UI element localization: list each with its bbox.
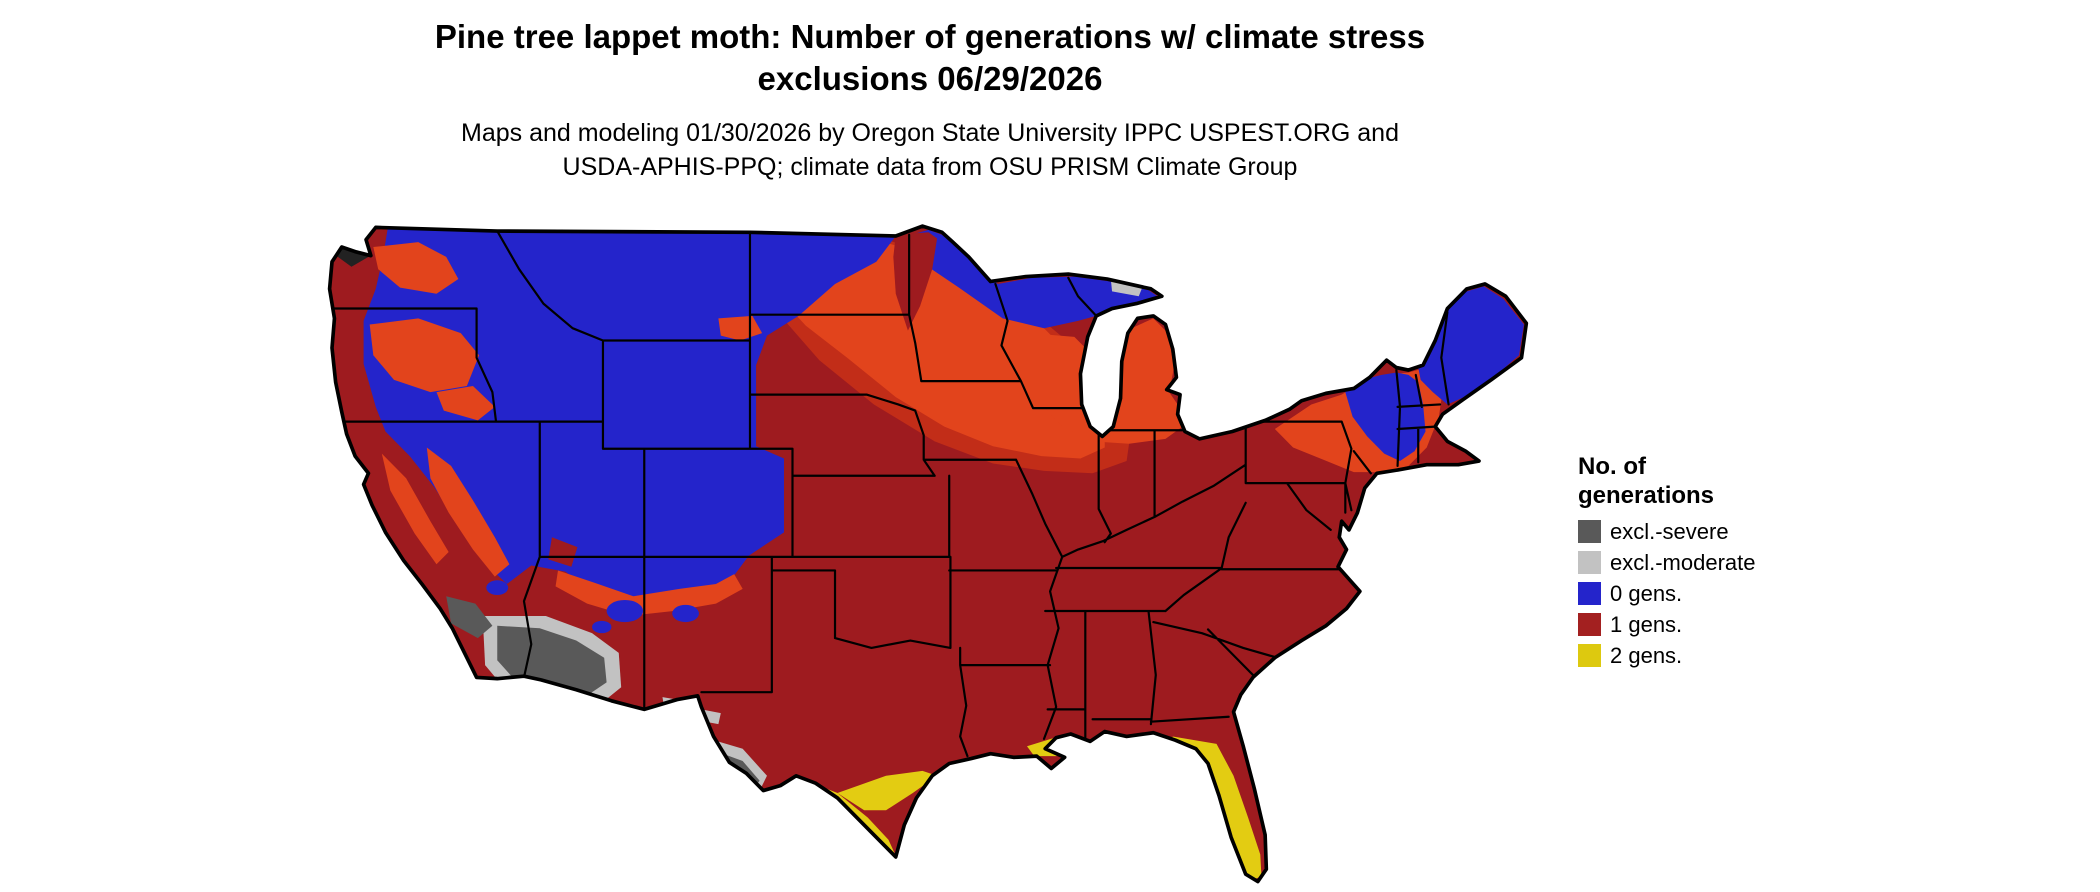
- state-borders: [329, 229, 1456, 758]
- map-title-line1: Pine tree lappet moth: Number of generat…: [434, 18, 1426, 55]
- legend-label-0-gens: 0 gens.: [1610, 581, 1683, 606]
- legend-swatch-0-gens: [1578, 582, 1601, 605]
- legend-item-excl-severe: excl.-severe: [1578, 518, 1858, 545]
- legend-swatch-excl-moderate: [1578, 551, 1601, 574]
- legend-item-1-gens: 1 gens.: [1578, 611, 1858, 638]
- map-subtitle: Maps and modeling 01/30/2026 by Oregon S…: [0, 116, 1860, 184]
- map-layer-1-gen-patches: [548, 232, 938, 567]
- legend-title-line2: generations: [1578, 482, 1715, 509]
- legend-title: No. of generations: [1578, 452, 1858, 510]
- legend-item-0-gens: 0 gens.: [1578, 580, 1858, 607]
- map-layer-1-gen-transition: [749, 237, 1443, 474]
- legend-label-2-gens: 2 gens.: [1610, 643, 1683, 668]
- legend-label-1-gens: 1 gens.: [1610, 612, 1683, 637]
- header: Pine tree lappet moth: Number of generat…: [0, 16, 1860, 184]
- us-outline: [327, 224, 1529, 884]
- legend-item-excl-moderate: excl.-moderate: [1578, 549, 1858, 576]
- us-map-svg: [327, 224, 1529, 884]
- legend-swatch-1-gens: [1578, 613, 1601, 636]
- legend-items: excl.-severe excl.-moderate 0 gens. 1 ge…: [1578, 518, 1858, 669]
- legend-swatch-2-gens: [1578, 644, 1601, 667]
- map-layer-west-transition: [369, 242, 763, 616]
- map-subtitle-line2: USDA-APHIS-PPQ; climate data from OSU PR…: [562, 153, 1298, 181]
- us-generations-map: [315, 220, 1530, 884]
- legend-swatch-excl-severe: [1578, 520, 1601, 543]
- legend: No. of generations excl.-severe excl.-mo…: [1578, 452, 1858, 673]
- legend-label-excl-severe: excl.-severe: [1610, 519, 1729, 544]
- legend-title-line1: No. of: [1578, 453, 1646, 480]
- map-title-line2: exclusions 06/29/2026: [757, 60, 1103, 97]
- legend-label-excl-moderate: excl.-moderate: [1610, 550, 1756, 575]
- legend-item-2-gens: 2 gens.: [1578, 642, 1858, 669]
- map-subtitle-line1: Maps and modeling 01/30/2026 by Oregon S…: [461, 119, 1399, 147]
